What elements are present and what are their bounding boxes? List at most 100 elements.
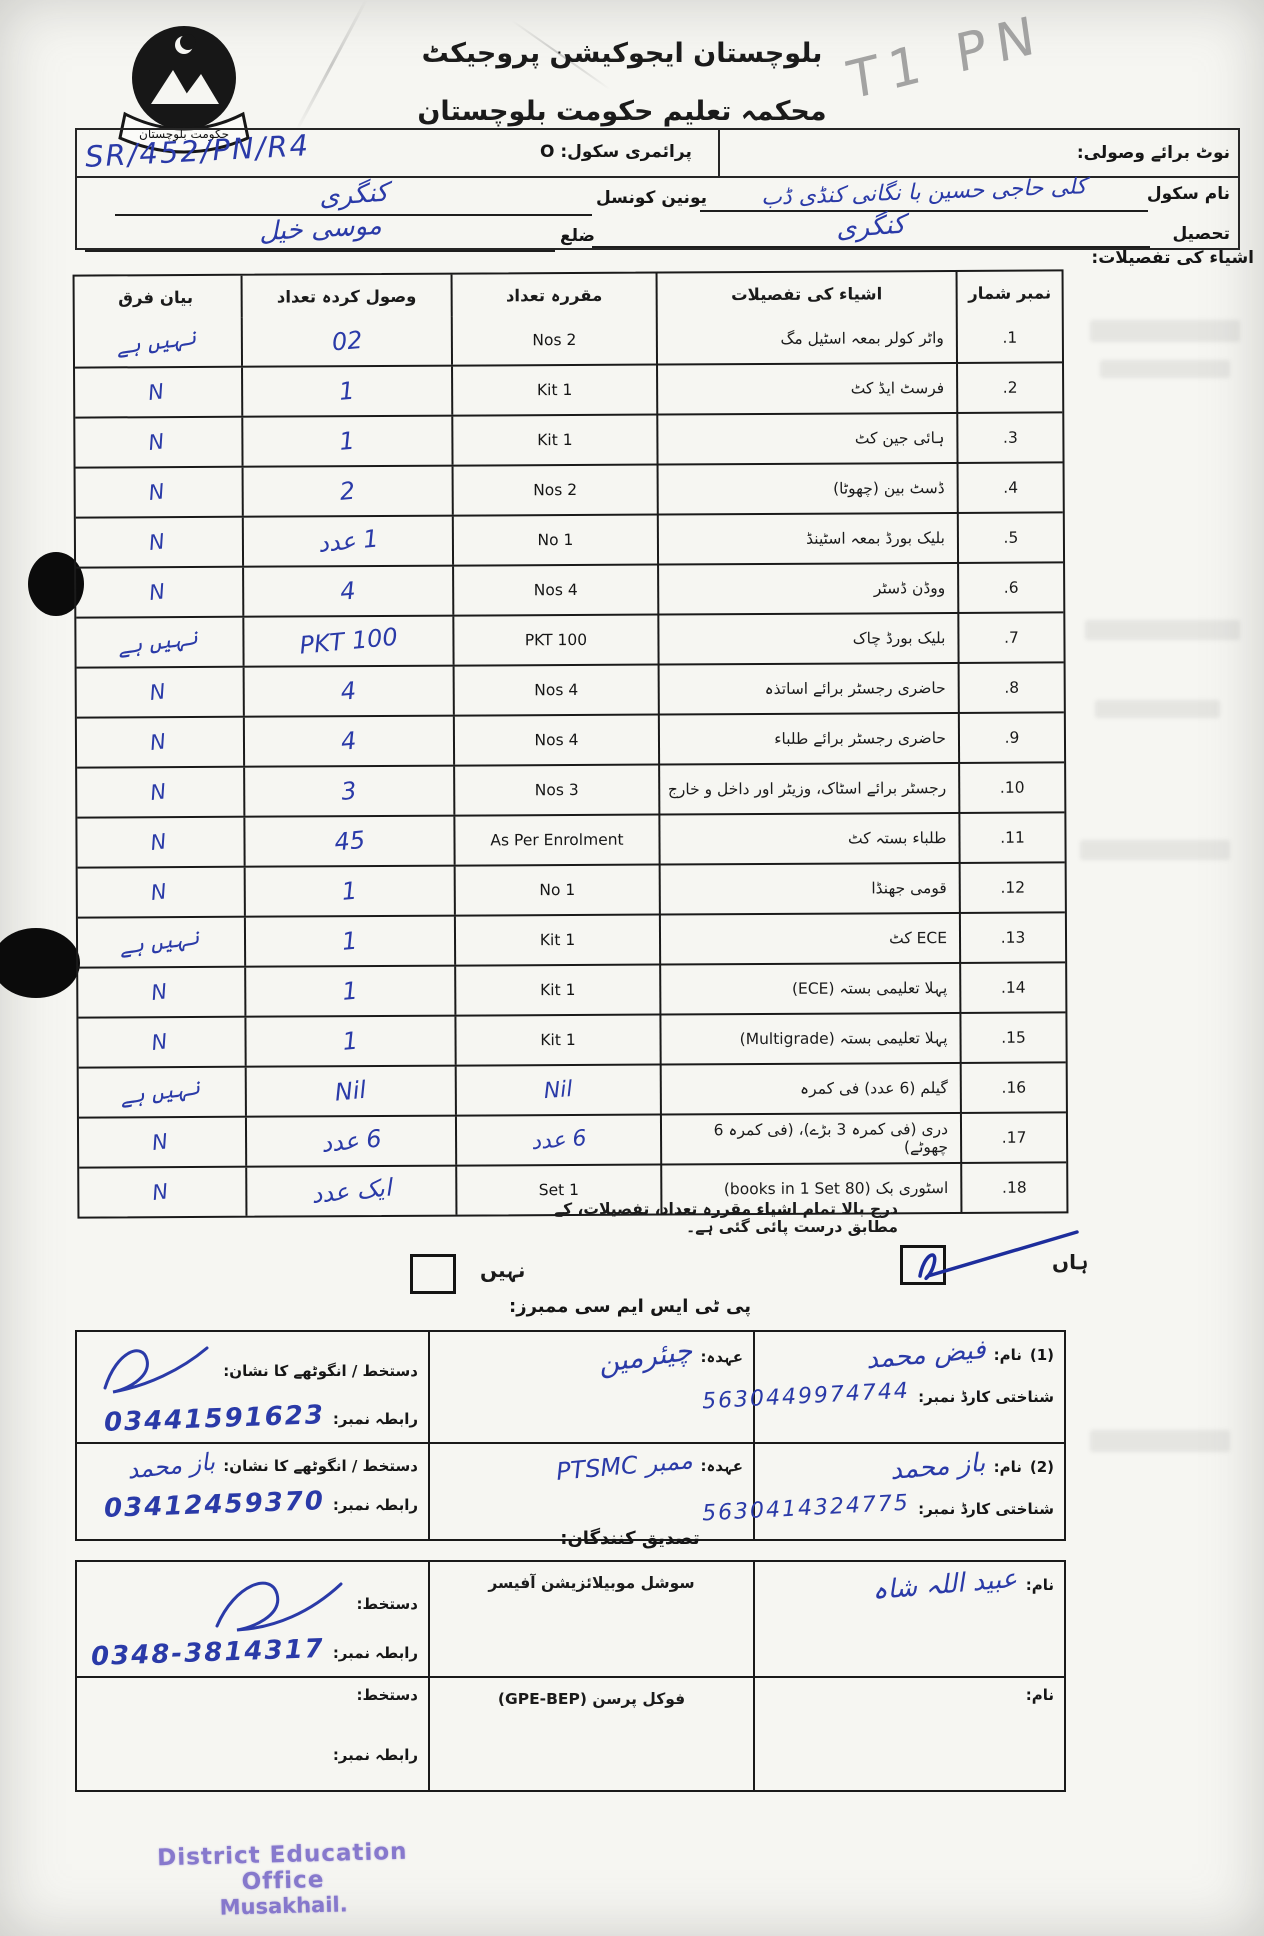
difference-handwritten: N: [147, 429, 166, 456]
member2-name-handwritten: باز محمد: [889, 1447, 987, 1487]
pencil-annotation: T1 PN: [843, 3, 1048, 113]
bleed-through: [1090, 320, 1240, 342]
difference-cell: نہیں ہے: [74, 918, 244, 967]
item-name-cell: ڈسٹ بین (چھوٹا): [656, 463, 957, 514]
difference-cell: N: [74, 1018, 244, 1067]
serial-cell: 1.: [955, 313, 1063, 362]
name-label: نام:: [1025, 1576, 1054, 1594]
received-qty-cell: 4: [242, 666, 453, 716]
received-qty-cell: 3: [243, 766, 454, 816]
serial-cell: 8.: [957, 663, 1064, 712]
name-label: نام:: [993, 1346, 1022, 1364]
received-qty-handwritten: 100 PKT: [298, 622, 399, 660]
certifier1-signature-cell: دستخط: رابطہ نمبر: 0348-3814317: [73, 1562, 428, 1676]
fixed-qty-handwritten: 6 عدد: [529, 1125, 588, 1155]
received-qty-cell: 45: [243, 816, 454, 866]
item-row: 8. حاضری رجسٹر برائے اساتذہ 4 Nos 4 N: [76, 661, 1064, 717]
difference-cell: N: [73, 668, 243, 717]
received-qty-handwritten: 4: [339, 576, 358, 606]
fixed-qty-cell: 1 No: [453, 865, 659, 915]
received-qty-handwritten: 2: [338, 476, 357, 506]
member2-name-cell: (2) نام: باز محمد شناختی کارڈ نمبر: 5630…: [702, 1444, 1064, 1539]
item-name-cell: پہلا تعلیمی بستہ (ECE): [659, 963, 960, 1014]
serial-cell: 6.: [957, 563, 1064, 612]
fixed-qty-cell: 2 Nos: [451, 465, 657, 515]
received-qty-cell: 1 عدد: [241, 516, 453, 566]
item-name-cell: ہائی جین کٹ: [656, 413, 957, 464]
difference-handwritten: نہیں ہے: [116, 625, 199, 660]
serial-cell: 18.: [960, 1163, 1067, 1212]
received-qty-handwritten: 6 عدد: [319, 1124, 383, 1158]
difference-handwritten: N: [147, 479, 166, 506]
item-row: 6. ووڈن ڈسٹر 4 Nos 4 N: [76, 561, 1064, 617]
received-qty-handwritten: 1: [338, 426, 357, 456]
received-qty-cell: 2: [241, 466, 452, 516]
items-table-body: 1. واٹر کولر بمعہ اسٹیل مگ 2 Nos 02 نہیں…: [74, 313, 1067, 1217]
difference-cell: N: [74, 868, 244, 917]
member1-signature-scribble: [95, 1340, 215, 1402]
fixed-qty-cell: 1 Kit: [454, 965, 660, 1015]
item-row: 13. ECE کٹ 1 Kit 1 نہیں ہے: [77, 911, 1066, 967]
ptsmc-members-table: (1) نام: فیض محمد شناختی کارڈ نمبر: 5630…: [75, 1330, 1066, 1541]
government-logo: حکومت بلوچستان: [95, 16, 273, 168]
stamp-line1: District Education Office: [156, 1838, 408, 1896]
fixed-qty-cell: 1 Kit: [453, 915, 660, 965]
receipt-note-label: نوٹ برائے وصولی:: [1076, 143, 1230, 163]
received-qty-handwritten: 4: [340, 726, 358, 756]
certifier2-signature-cell: دستخط: رابطہ نمبر:: [73, 1678, 428, 1790]
yes-checkbox: [900, 1245, 946, 1285]
signature-label: دستخط / انگوٹھے کا نشان:: [223, 1362, 418, 1380]
received-qty-handwritten: 1: [341, 926, 359, 956]
received-qty-cell: 1: [244, 1016, 455, 1066]
serial-cell: 9.: [957, 713, 1065, 762]
received-qty-cell: 1: [243, 866, 454, 916]
member2-signature-handwritten: باز محمد: [126, 1447, 217, 1485]
fixed-qty-cell: 4 Nos: [452, 715, 659, 765]
certifier1-role: سوشل موبیلائزیشن آفیسر: [488, 1574, 695, 1592]
org-title-line1: بلوچستان ایجوکیشن پروجیکٹ: [421, 38, 823, 69]
signature-label: دستخط:: [356, 1595, 418, 1613]
member2-index: (2): [1029, 1458, 1054, 1476]
district-handwritten: موسی خیل: [257, 210, 383, 248]
difference-cell: N: [75, 1118, 245, 1167]
certifiers-section-title: تصدیق کنندگان:: [560, 1528, 700, 1549]
item-row: 11. طلباء بستہ کٹ As Per Enrolment 45 N: [77, 811, 1065, 867]
serial-cell: 10.: [958, 763, 1065, 812]
item-name-cell: گیلم (6 عدد) فی کمرہ: [659, 1063, 960, 1114]
certifier1-signature-scribble: [199, 1570, 349, 1638]
received-qty-handwritten: 1: [341, 976, 360, 1006]
difference-cell: N: [72, 568, 242, 617]
received-qty-handwritten: ایک عدد: [310, 1173, 393, 1209]
items-table: نمبر شمار اشیاء کی تفصیلات مقررہ تعداد و…: [72, 269, 1069, 1219]
received-qty-cell: ایک عدد: [245, 1166, 456, 1216]
bleed-through: [1085, 620, 1240, 640]
item-row: 10. رجسٹر برائے اسٹاک، وزیٹر اور داخل و …: [77, 761, 1065, 817]
received-qty-handwritten: 1: [341, 1026, 360, 1056]
certifier1-name-handwritten: عبید اللہ شاہ: [871, 1563, 1019, 1607]
fixed-qty-cell: 1 Kit: [451, 365, 657, 415]
items-section-title: اشیاء کی تفصیلات:: [1091, 248, 1254, 268]
item-row: 14. پہلا تعلیمی بستہ (ECE) 1 Kit 1 N: [78, 961, 1066, 1017]
bleed-through: [1080, 840, 1230, 860]
item-name-cell: رجسٹر برائے اسٹاک، وزیٹر اور داخل و خارج: [658, 763, 959, 814]
tehsil-label: تحصیل: [1172, 224, 1231, 244]
serial-cell: 15.: [959, 1013, 1066, 1062]
signature-label: دستخط:: [356, 1686, 418, 1704]
confirmation-statement: درج بالا تمام اشیاء مقررہ تعداد، تفصیلات…: [553, 1200, 898, 1236]
fixed-qty-cell: As Per Enrolment: [453, 815, 659, 865]
received-qty-cell: 1: [241, 416, 452, 466]
member1-name-cell: (1) نام: فیض محمد شناختی کارڈ نمبر: 5630…: [702, 1332, 1064, 1442]
difference-handwritten: N: [146, 379, 166, 406]
cnic-label: شناختی کارڈ نمبر:: [918, 1387, 1054, 1406]
member1-designation-handwritten: چیئرمین: [596, 1333, 695, 1380]
received-qty-handwritten: 3: [340, 776, 359, 806]
item-name-cell: پہلا تعلیمی بستہ (Multigrade): [659, 1013, 960, 1064]
received-qty-cell: 6 عدد: [244, 1116, 456, 1166]
school-name-line: کلی حاجی حسین با نگانی کنڈی ڈب: [700, 172, 1148, 212]
item-name-cell: حاضری رجسٹر برائے اساتذہ: [657, 663, 958, 714]
received-qty-cell: 1: [244, 966, 455, 1016]
difference-cell: نہیں ہے: [71, 318, 241, 367]
col-received-quantity: وصول کردہ تعداد: [240, 274, 451, 318]
item-row: 7. بلیک بورڈ چاک 100 PKT 100 PKT نہیں ہے: [76, 611, 1064, 667]
certifiers-table: نام: عبید اللہ شاہ سوشل موبیلائزیشن آفیس…: [75, 1560, 1066, 1792]
